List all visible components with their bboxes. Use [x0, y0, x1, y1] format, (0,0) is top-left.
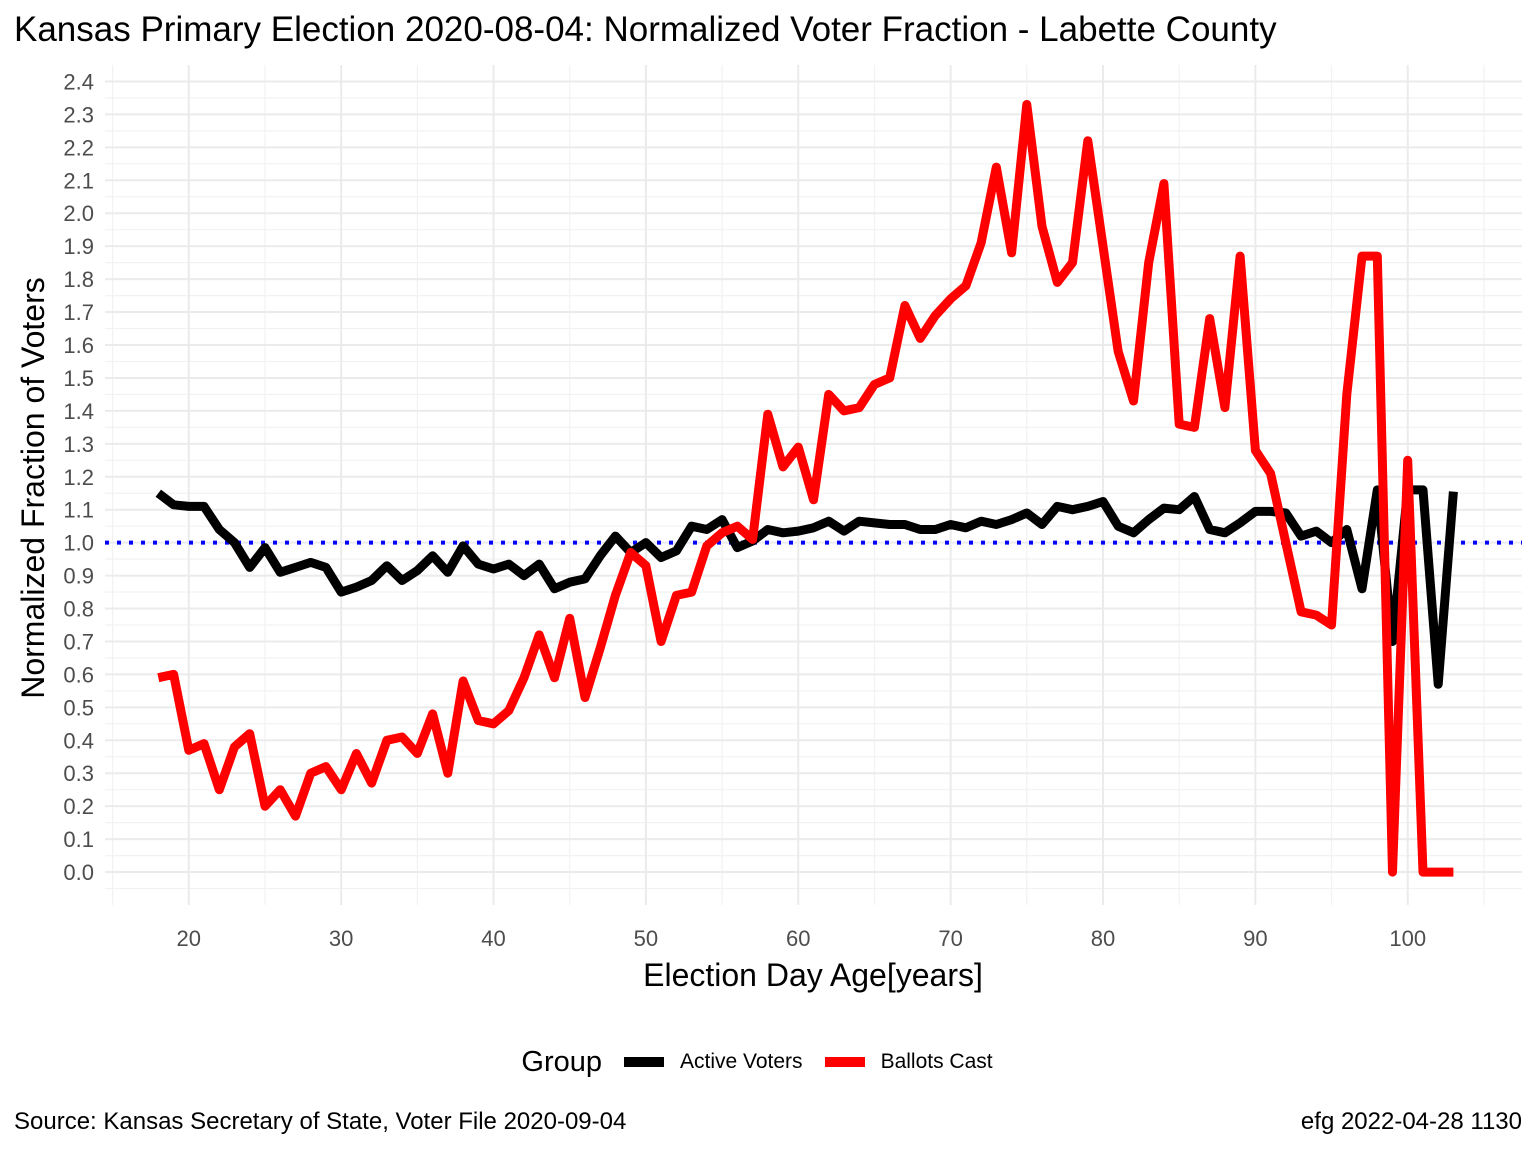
legend-label-ballots-cast: Ballots Cast: [880, 1050, 993, 1073]
y-tick-label: 0.0: [63, 860, 94, 885]
y-tick-label: 0.3: [63, 761, 94, 786]
chart-title: Kansas Primary Election 2020-08-04: Norm…: [14, 10, 1277, 49]
y-tick-label: 1.4: [63, 399, 94, 424]
y-tick-label: 1.2: [63, 465, 94, 490]
y-tick-label: 1.0: [63, 531, 94, 556]
y-tick-label: 2.1: [63, 168, 94, 193]
y-tick-label: 1.8: [63, 267, 94, 292]
credit-caption: efg 2022-04-28 1130: [1300, 1108, 1522, 1135]
y-tick-label: 0.2: [63, 794, 94, 819]
y-tick-label: 0.5: [63, 695, 94, 720]
y-tick-label: 1.7: [63, 300, 94, 325]
y-tick-label: 0.1: [63, 827, 94, 852]
series-layer: [155, 100, 1458, 877]
y-tick-label: 0.4: [63, 728, 94, 753]
x-tick-labels: 20 30 40 50 60 70 80 90 100: [177, 926, 1427, 951]
y-tick-label: 1.5: [63, 366, 94, 391]
y-axis-title: Normalized Fraction of Voters: [15, 277, 51, 699]
y-tick-label: 0.9: [63, 564, 94, 589]
x-tick-label: 30: [329, 926, 353, 951]
y-tick-labels: 0.0 0.1 0.2 0.3 0.4 0.5 0.6 0.7 0.8 0.9 1.0 1.1 1.2 1…: [63, 69, 94, 885]
source-caption: Source: Kansas Secretary of State, Voter…: [14, 1108, 627, 1135]
y-tick-label: 0.7: [63, 629, 94, 654]
legend-item-ballots-cast: Ballots Cast: [824, 1050, 993, 1074]
y-tick-label: 2.2: [63, 135, 94, 160]
y-tick-label: 1.9: [63, 234, 94, 259]
series-line-ballots-cast: [157, 100, 1454, 877]
x-tick-label: 20: [177, 926, 201, 951]
x-axis-title: Election Day Age[years]: [643, 957, 983, 993]
line-chart: 20 30 40 50 60 70 80 90 100 0.00.10.20.30.40.50.…: [15, 65, 1522, 993]
x-tick-label: 70: [938, 926, 962, 951]
y-tick-label: 0.6: [63, 662, 94, 687]
legend-item-active-voters: Active Voters: [624, 1050, 803, 1074]
legend-label-active-voters: Active Voters: [680, 1050, 803, 1073]
x-tick-label: 80: [1091, 926, 1115, 951]
legend-title: Group: [521, 1045, 602, 1078]
legend-key-active-voters: [624, 1057, 664, 1067]
x-tick-label: 90: [1243, 926, 1267, 951]
y-tick-label: 2.0: [63, 201, 94, 226]
y-tick-label: 1.1: [63, 498, 94, 523]
y-tick-label: 0.8: [63, 597, 94, 622]
series-line-active-voters: [155, 485, 1458, 689]
y-tick-label: 2.4: [63, 69, 94, 94]
y-tick-label: 2.3: [63, 102, 94, 127]
x-tick-label: 100: [1389, 926, 1426, 951]
x-tick-label: 60: [786, 926, 810, 951]
y-tick-label: 1.3: [63, 432, 94, 457]
x-tick-label: 50: [634, 926, 658, 951]
legend-key-ballots-cast: [824, 1057, 865, 1067]
x-tick-label: 40: [481, 926, 505, 951]
y-tick-label: 1.6: [63, 333, 94, 358]
legend: Group Active Voters Ballots Cast: [0, 1040, 1536, 1084]
